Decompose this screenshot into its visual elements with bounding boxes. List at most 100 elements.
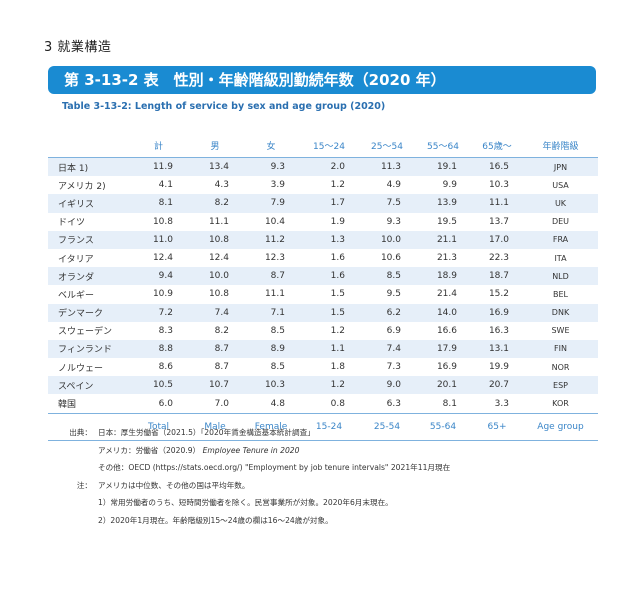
country-code: JPN bbox=[523, 157, 598, 177]
footer-cell bbox=[48, 412, 130, 441]
value-cell: 10.5 bbox=[130, 376, 187, 395]
table-row: デンマーク 7.2 7.4 7.1 1.5 6.2 14.0 16.9 DNK bbox=[48, 303, 598, 322]
country-name: フランス bbox=[48, 230, 130, 249]
value-cell: 4.1 bbox=[158, 180, 173, 191]
value-cell: 1.1 bbox=[299, 339, 359, 359]
country-name: ノルウェー bbox=[58, 363, 104, 374]
value-cell: 10.0 bbox=[187, 267, 243, 286]
country-code: KOR bbox=[552, 399, 569, 409]
value-cell: 7.0 bbox=[214, 398, 229, 409]
value-cell: 7.9 bbox=[243, 194, 299, 213]
value-cell: 8.7 bbox=[214, 362, 229, 373]
country-name: 韓国 bbox=[58, 400, 77, 411]
note-text: 1）常用労働者のうち、短時間労働者を除く。民営事業所が対象。2020年6月末現在… bbox=[98, 498, 393, 507]
country-code: ITA bbox=[554, 253, 567, 263]
value-cell: 1.2 bbox=[330, 325, 345, 336]
country-code: DEU bbox=[551, 217, 570, 227]
value-cell: 13.9 bbox=[415, 194, 471, 213]
source-line: 出典： 日本：厚生労働省（2021.5）「2020年賃金構造基本統計調査」 bbox=[64, 424, 450, 442]
value-cell: 1.2 bbox=[330, 180, 345, 191]
value-cell: 14.0 bbox=[415, 303, 471, 322]
header-cell bbox=[48, 134, 130, 158]
source-prefix: アメリカ： bbox=[98, 445, 136, 455]
value-cell: 16.9 bbox=[471, 303, 523, 322]
table-subtitle: Table 3-13-2: Length of service by sex a… bbox=[62, 101, 386, 112]
country-name: イタリア bbox=[58, 254, 94, 265]
value-cell: 16.3 bbox=[488, 325, 509, 336]
country-name: フィンランド bbox=[48, 339, 130, 359]
source-line: その他：OECD (https://stats.oecd.org/) "Empl… bbox=[64, 459, 450, 477]
table-title: 第 3-13-2 表 性別・年齢階級別勤続年数（2020 年） bbox=[48, 66, 596, 94]
source-text: 厚生労働省（2021.5）「2020年賃金構造基本統計調査」 bbox=[120, 428, 315, 437]
value-cell: 1.9 bbox=[330, 216, 345, 227]
value-cell: 8.5 bbox=[359, 267, 415, 286]
value-cell: 1.5 bbox=[330, 289, 345, 300]
value-cell: 2.0 bbox=[299, 157, 359, 177]
country-name: ベルギー bbox=[58, 290, 95, 301]
chapter-heading: 3 就業構造 bbox=[44, 40, 112, 55]
value-cell: 3.3 bbox=[494, 398, 509, 409]
value-cell: 9.5 bbox=[386, 289, 401, 300]
table-row: フランス 11.0 10.8 11.2 1.3 10.0 21.1 17.0 FRA bbox=[48, 230, 598, 249]
table-row: ドイツ 10.8 11.1 10.4 1.9 9.3 19.5 13.7 DEU bbox=[48, 213, 598, 231]
value-cell: 8.8 bbox=[130, 339, 187, 359]
value-cell: 11.1 bbox=[264, 289, 285, 300]
value-cell: 15.2 bbox=[488, 289, 509, 300]
data-table-container: 計 男 女 15～24 25～54 55～64 65歳～ 年齢階級 日本 1) 1… bbox=[48, 134, 598, 441]
footer-cell: Age group bbox=[523, 412, 598, 441]
note-text: 2）2020年1月現在。年齢階級別15～24歳の欄は16～24歳が対象。 bbox=[98, 515, 333, 525]
value-cell: 11.2 bbox=[243, 230, 299, 249]
value-cell: 8.2 bbox=[214, 325, 229, 336]
value-cell: 10.3 bbox=[488, 180, 509, 191]
value-cell: 8.5 bbox=[270, 362, 285, 373]
note-line: 注： アメリカは中位数、その他の国は平均年数。 bbox=[64, 477, 450, 495]
header-cell: 年齢階級 bbox=[523, 134, 598, 158]
country-code: ESP bbox=[523, 376, 598, 395]
value-cell: 16.6 bbox=[436, 325, 457, 336]
footer-cell: Male bbox=[187, 412, 243, 441]
value-cell: 21.3 bbox=[436, 253, 457, 264]
country-name: イギリス bbox=[48, 194, 130, 213]
value-cell: 7.4 bbox=[187, 303, 243, 322]
value-cell: 8.1 bbox=[130, 194, 187, 213]
value-cell: 6.3 bbox=[386, 398, 401, 409]
value-cell: 9.0 bbox=[359, 376, 415, 395]
value-cell: 20.1 bbox=[415, 376, 471, 395]
value-cell: 20.7 bbox=[471, 376, 523, 395]
table-row: 日本 1) 11.9 13.4 9.3 2.0 11.3 19.1 16.5 JPN bbox=[48, 157, 598, 177]
value-cell: 9.4 bbox=[130, 267, 187, 286]
country-name: デンマーク bbox=[48, 303, 130, 322]
value-cell: 9.3 bbox=[243, 157, 299, 177]
value-cell: 19.5 bbox=[436, 216, 457, 227]
value-cell: 8.6 bbox=[158, 362, 173, 373]
value-cell: 8.3 bbox=[158, 325, 173, 336]
table-row: フィンランド 8.8 8.7 8.9 1.1 7.4 17.9 13.1 FIN bbox=[48, 339, 598, 359]
value-cell: 10.8 bbox=[187, 230, 243, 249]
value-cell: 1.3 bbox=[299, 230, 359, 249]
value-cell: 8.5 bbox=[270, 325, 285, 336]
value-cell: 10.3 bbox=[243, 376, 299, 395]
header-cell: 55～64 bbox=[415, 134, 471, 158]
value-cell: 1.6 bbox=[299, 267, 359, 286]
header-cell: 男 bbox=[187, 134, 243, 158]
service-length-table: 計 男 女 15～24 25～54 55～64 65歳～ 年齢階級 日本 1) 1… bbox=[48, 134, 598, 441]
table-row: ベルギー 10.9 10.8 11.1 1.5 9.5 21.4 15.2 BEL bbox=[48, 285, 598, 303]
country-code: USA bbox=[552, 180, 569, 190]
source-label: 出典： bbox=[69, 428, 92, 437]
value-cell: 9.3 bbox=[386, 216, 401, 227]
table-row: 韓国 6.0 7.0 4.8 0.8 6.3 8.1 3.3 KOR bbox=[48, 394, 598, 413]
value-cell: 4.3 bbox=[214, 180, 229, 191]
value-cell: 7.2 bbox=[130, 303, 187, 322]
country-name: 日本 1) bbox=[48, 157, 130, 177]
value-cell: 17.9 bbox=[415, 339, 471, 359]
value-cell: 6.9 bbox=[386, 325, 401, 336]
country-code: FRA bbox=[523, 230, 598, 249]
header-cell: 女 bbox=[243, 134, 299, 158]
value-cell: 7.4 bbox=[359, 339, 415, 359]
value-cell: 13.1 bbox=[471, 339, 523, 359]
source-text: OECD (https://stats.oecd.org/) "Employme… bbox=[128, 463, 451, 472]
header-cell: 25～54 bbox=[359, 134, 415, 158]
value-cell: 10.0 bbox=[359, 230, 415, 249]
value-cell: 1.6 bbox=[330, 253, 345, 264]
value-cell: 10.4 bbox=[264, 216, 285, 227]
